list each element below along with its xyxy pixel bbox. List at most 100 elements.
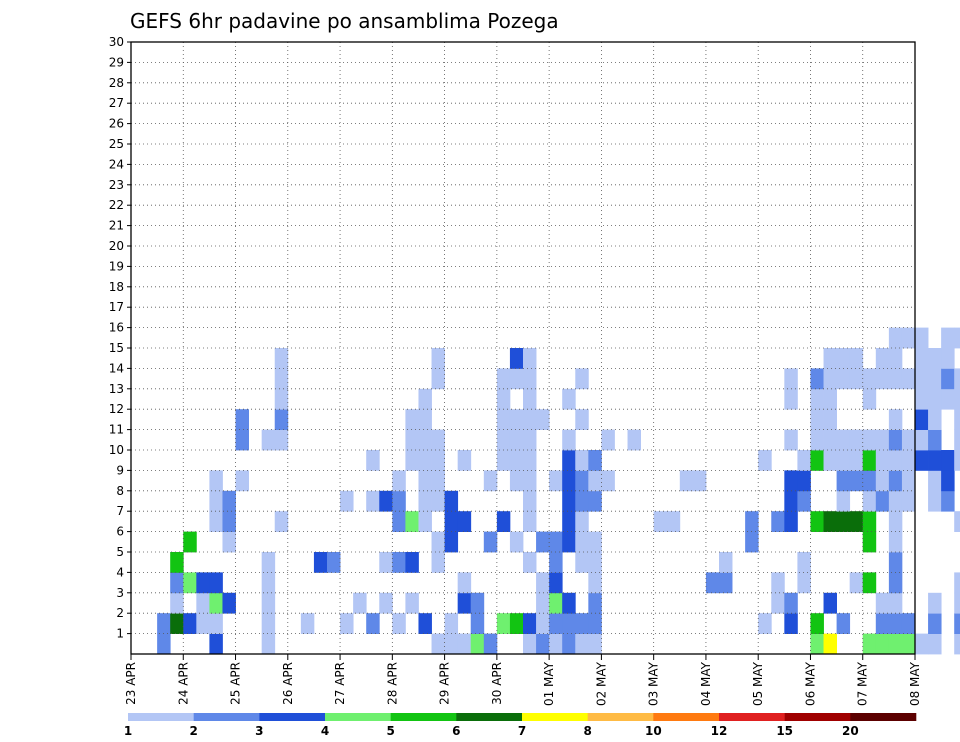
y-tick-label: 6 [116,525,124,539]
heatmap-cell [496,388,511,410]
x-tick-label: 24 APR [176,662,190,705]
heatmap-cell [849,348,864,369]
heatmap-cell [875,348,890,369]
heatmap-cell [562,592,576,614]
heatmap-cell [875,470,890,492]
heatmap-cell [562,450,576,471]
heatmap-cell [196,572,210,594]
heatmap-cell [653,511,668,532]
heatmap-cell [941,490,955,512]
heatmap-cell [418,511,432,532]
heatmap-cell [366,613,380,634]
heatmap-cell [457,511,472,532]
heatmap-cell [222,592,236,614]
heatmap-cell [771,511,785,532]
heatmap-cell [771,592,785,614]
heatmap-cell [954,327,960,349]
heatmap-cell [901,633,916,655]
heatmap-cell [823,450,837,471]
heatmap-cell [915,368,929,390]
heatmap-cell [784,368,798,390]
heatmap-cell [849,450,864,471]
heatmap-cell [170,592,184,614]
heatmap-cell [300,613,315,634]
y-tick-label: 9 [116,463,124,477]
y-tick-label: 25 [109,137,124,151]
heatmap-cell [823,592,837,614]
heatmap-cell [549,552,563,573]
heatmap-cell [836,511,851,532]
heatmap-cell [862,429,877,451]
heatmap-cell [836,450,851,471]
heatmap-cell [954,613,960,634]
x-tick-label: 03 MAY [647,661,661,706]
heatmap-cell [509,409,524,430]
heatmap-cell [496,368,511,390]
colorbar-swatch [259,713,326,721]
heatmap-cell [823,348,837,369]
heatmap-cell [588,633,602,655]
heatmap-cell [758,450,772,471]
heatmap-cell [196,613,210,634]
colorbar-swatch [653,713,720,721]
heatmap-cell [797,490,811,512]
heatmap-cell [915,348,929,369]
heatmap-cell [771,572,785,594]
heatmap-cell [274,429,289,451]
y-tick-label: 30 [109,35,124,49]
heatmap-cell [261,613,276,634]
y-tick-label: 14 [109,361,124,375]
heatmap-cell [392,613,406,634]
heatmap-cell [222,511,236,532]
heatmap-cell [496,511,511,532]
heatmap-cell [588,490,602,512]
y-tick-label: 11 [109,423,124,437]
y-tick-label: 27 [109,96,124,110]
colorbar-swatch [390,713,457,721]
heatmap-cell [810,429,824,451]
heatmap-cell [928,490,942,512]
y-tick-label: 12 [109,402,124,416]
heatmap-cell [601,470,615,492]
heatmap-cell [313,552,328,573]
heatmap-cell [170,572,184,594]
y-tick-label: 5 [116,545,124,559]
heatmap-cell [523,613,537,634]
heatmap-cell [327,552,341,573]
heatmap-cell [170,613,184,634]
heatmap-cell [928,633,942,655]
y-tick-label: 23 [109,178,124,192]
heatmap-cell [235,409,249,430]
heatmap-cell [274,388,289,410]
heatmap-cell [836,613,851,634]
heatmap-cell [235,429,249,451]
colorbar-swatch [784,713,851,721]
heatmap-cell [209,633,223,655]
heatmap-cell [915,429,929,451]
heatmap-cell [954,450,960,471]
heatmap-cell [901,450,916,471]
heatmap-cell [562,633,576,655]
heatmap-cell [758,613,772,634]
x-tick-label: 28 APR [385,662,399,705]
y-tick-label: 21 [109,219,124,233]
heatmap-cell [523,470,537,492]
y-tick-label: 17 [109,300,124,314]
heatmap-cell [797,470,811,492]
heatmap-cell [849,511,864,532]
heatmap-cell [888,450,903,471]
heatmap-cell [470,633,485,655]
heatmap-cell [562,613,576,634]
heatmap-cell [235,470,249,492]
heatmap-cell [509,348,524,369]
heatmap-cell [588,572,602,594]
x-axis: 23 APR 24 APR 25 APR 26 APR 27 APR 28 APR 29 A… [124,654,922,706]
heatmap-cell [379,592,393,614]
heatmap-cell [862,490,877,512]
heatmap-cell [875,592,890,614]
heatmap-cell [418,409,432,430]
y-tick-label: 26 [109,117,124,131]
colorbar-label: 6 [452,724,460,738]
colorbar-label: 4 [321,724,329,738]
heatmap-cell [888,429,903,451]
